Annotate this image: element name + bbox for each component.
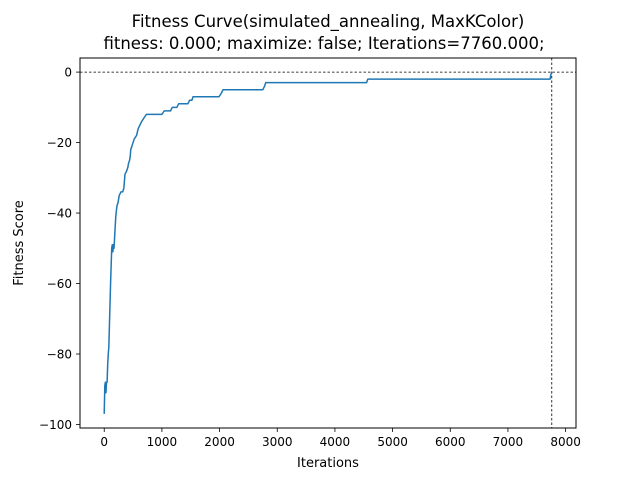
y-axis: 0 −20 −40 −60 −80 −100 (39, 66, 80, 432)
x-axis-label: Iterations (297, 456, 359, 471)
reference-lines (80, 58, 576, 428)
y-tick-label: −100 (39, 418, 72, 432)
x-tick-label: 8000 (550, 435, 581, 449)
x-tick-label: 6000 (435, 435, 466, 449)
x-tick-label: 7000 (493, 435, 524, 449)
y-axis-label: Fitness Score (12, 200, 27, 286)
x-tick-label: 3000 (262, 435, 293, 449)
x-tick-label: 2000 (204, 435, 235, 449)
plot-frame (79, 57, 577, 429)
x-tick-label: 1000 (147, 435, 178, 449)
x-axis: 0 1000 2000 3000 4000 5000 6000 7000 8000 (100, 428, 581, 449)
series-layer (103, 71, 553, 414)
y-tick-label: −20 (47, 136, 72, 150)
x-tick-label: 4000 (320, 435, 351, 449)
y-tick-label: 0 (64, 66, 72, 80)
fitness-series-line (103, 71, 553, 414)
x-tick-label: 0 (100, 435, 108, 449)
chart-subtitle: fitness: 0.000; maximize: false; Iterati… (103, 34, 544, 53)
y-tick-label: −60 (47, 277, 72, 291)
y-tick-label: −80 (47, 348, 72, 362)
y-tick-label: −40 (47, 207, 72, 221)
chart-title: Fitness Curve(simulated_annealing, MaxKC… (132, 12, 525, 32)
x-tick-label: 5000 (377, 435, 408, 449)
